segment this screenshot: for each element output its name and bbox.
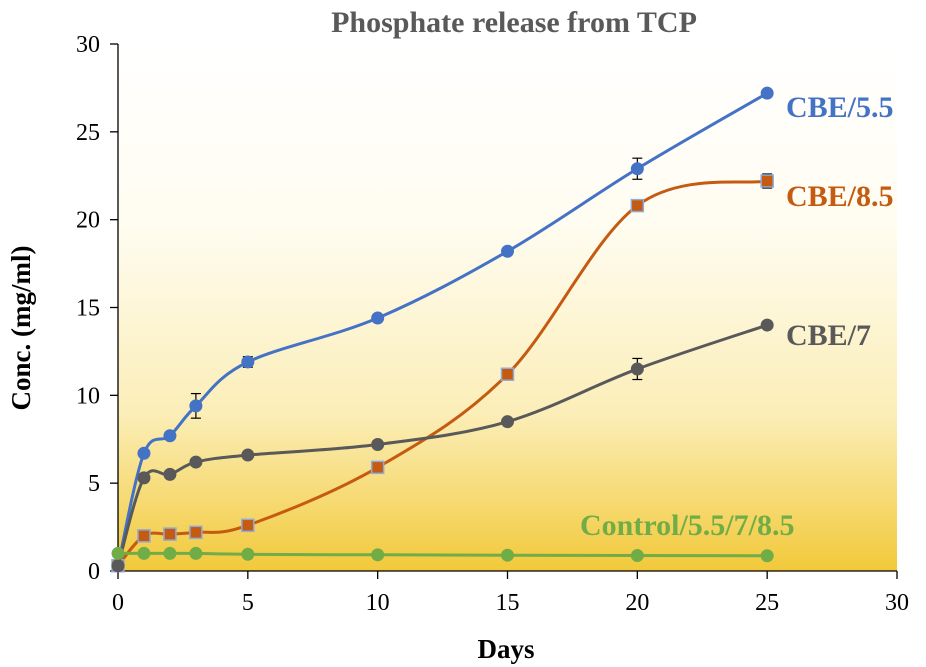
data-point — [500, 367, 515, 382]
data-point — [241, 355, 255, 369]
x-axis-label: Days — [477, 634, 534, 664]
data-point — [630, 198, 645, 213]
x-tick-label: 0 — [112, 590, 124, 616]
data-point — [370, 460, 385, 475]
y-tick-label: 25 — [76, 120, 100, 146]
data-point — [760, 549, 774, 563]
y-tick-label: 5 — [88, 471, 100, 497]
series-line — [116, 179, 768, 567]
chart-title: Phosphate release from TCP — [331, 6, 697, 39]
data-point — [137, 529, 151, 543]
series-label: CBE/8.5 — [786, 180, 894, 213]
series-line — [116, 91, 768, 567]
data-point — [111, 546, 125, 560]
data-point — [501, 548, 514, 562]
data-point — [163, 546, 177, 560]
series-label: Control/5.5/7/8.5 — [580, 509, 794, 542]
data-point — [163, 467, 177, 481]
y-tick-label: 10 — [76, 383, 100, 409]
data-point — [189, 399, 203, 413]
series-0: CBE/5.5 — [111, 86, 894, 573]
data-point — [189, 455, 203, 469]
data-point — [189, 525, 203, 540]
data-point — [137, 546, 151, 560]
x-tick-label: 10 — [366, 590, 390, 616]
x-tick-label: 25 — [755, 590, 779, 616]
data-point — [111, 559, 125, 573]
data-point — [241, 547, 255, 561]
data-point — [760, 174, 774, 188]
y-tick-label: 20 — [76, 208, 100, 234]
plot-area — [118, 44, 897, 571]
series-line — [116, 323, 768, 567]
data-point — [760, 86, 774, 100]
data-point — [371, 311, 385, 325]
data-point — [630, 362, 644, 376]
series-label: CBE/5.5 — [786, 91, 894, 124]
y-tick-label: 30 — [76, 32, 100, 58]
x-tick-label: 15 — [496, 590, 520, 616]
data-point — [163, 429, 177, 443]
series-label: CBE/7 — [786, 319, 871, 352]
series-2: CBE/7 — [111, 318, 871, 573]
series-layer: CBE/5.5 CBE/8.5 CBE/7 Control/5.5/7/8.5 — [111, 86, 894, 573]
data-point — [371, 438, 385, 452]
data-point — [501, 244, 514, 258]
x-tick-label: 5 — [242, 590, 254, 616]
data-point — [371, 548, 385, 562]
axes: 0 5 10 15 20 25 30 0 5 10 15 20 25 30 — [76, 32, 909, 616]
data-point — [137, 446, 151, 460]
data-point — [163, 527, 177, 541]
y-axis-label: Conc. (mg/ml) — [6, 246, 36, 411]
y-tick-label: 15 — [76, 296, 100, 322]
data-point — [241, 518, 255, 533]
data-point — [137, 471, 151, 485]
data-point — [501, 415, 514, 429]
data-point — [630, 549, 644, 563]
series-3: Control/5.5/7/8.5 — [111, 509, 794, 563]
series-line — [118, 551, 768, 558]
data-point — [630, 162, 644, 176]
x-tick-label: 20 — [625, 590, 649, 616]
x-tick-label: 30 — [885, 590, 909, 616]
data-point — [760, 318, 774, 332]
data-point — [241, 448, 255, 462]
y-tick-label: 0 — [88, 559, 100, 585]
series-1: CBE/8.5 — [111, 173, 894, 573]
data-point — [189, 546, 203, 560]
